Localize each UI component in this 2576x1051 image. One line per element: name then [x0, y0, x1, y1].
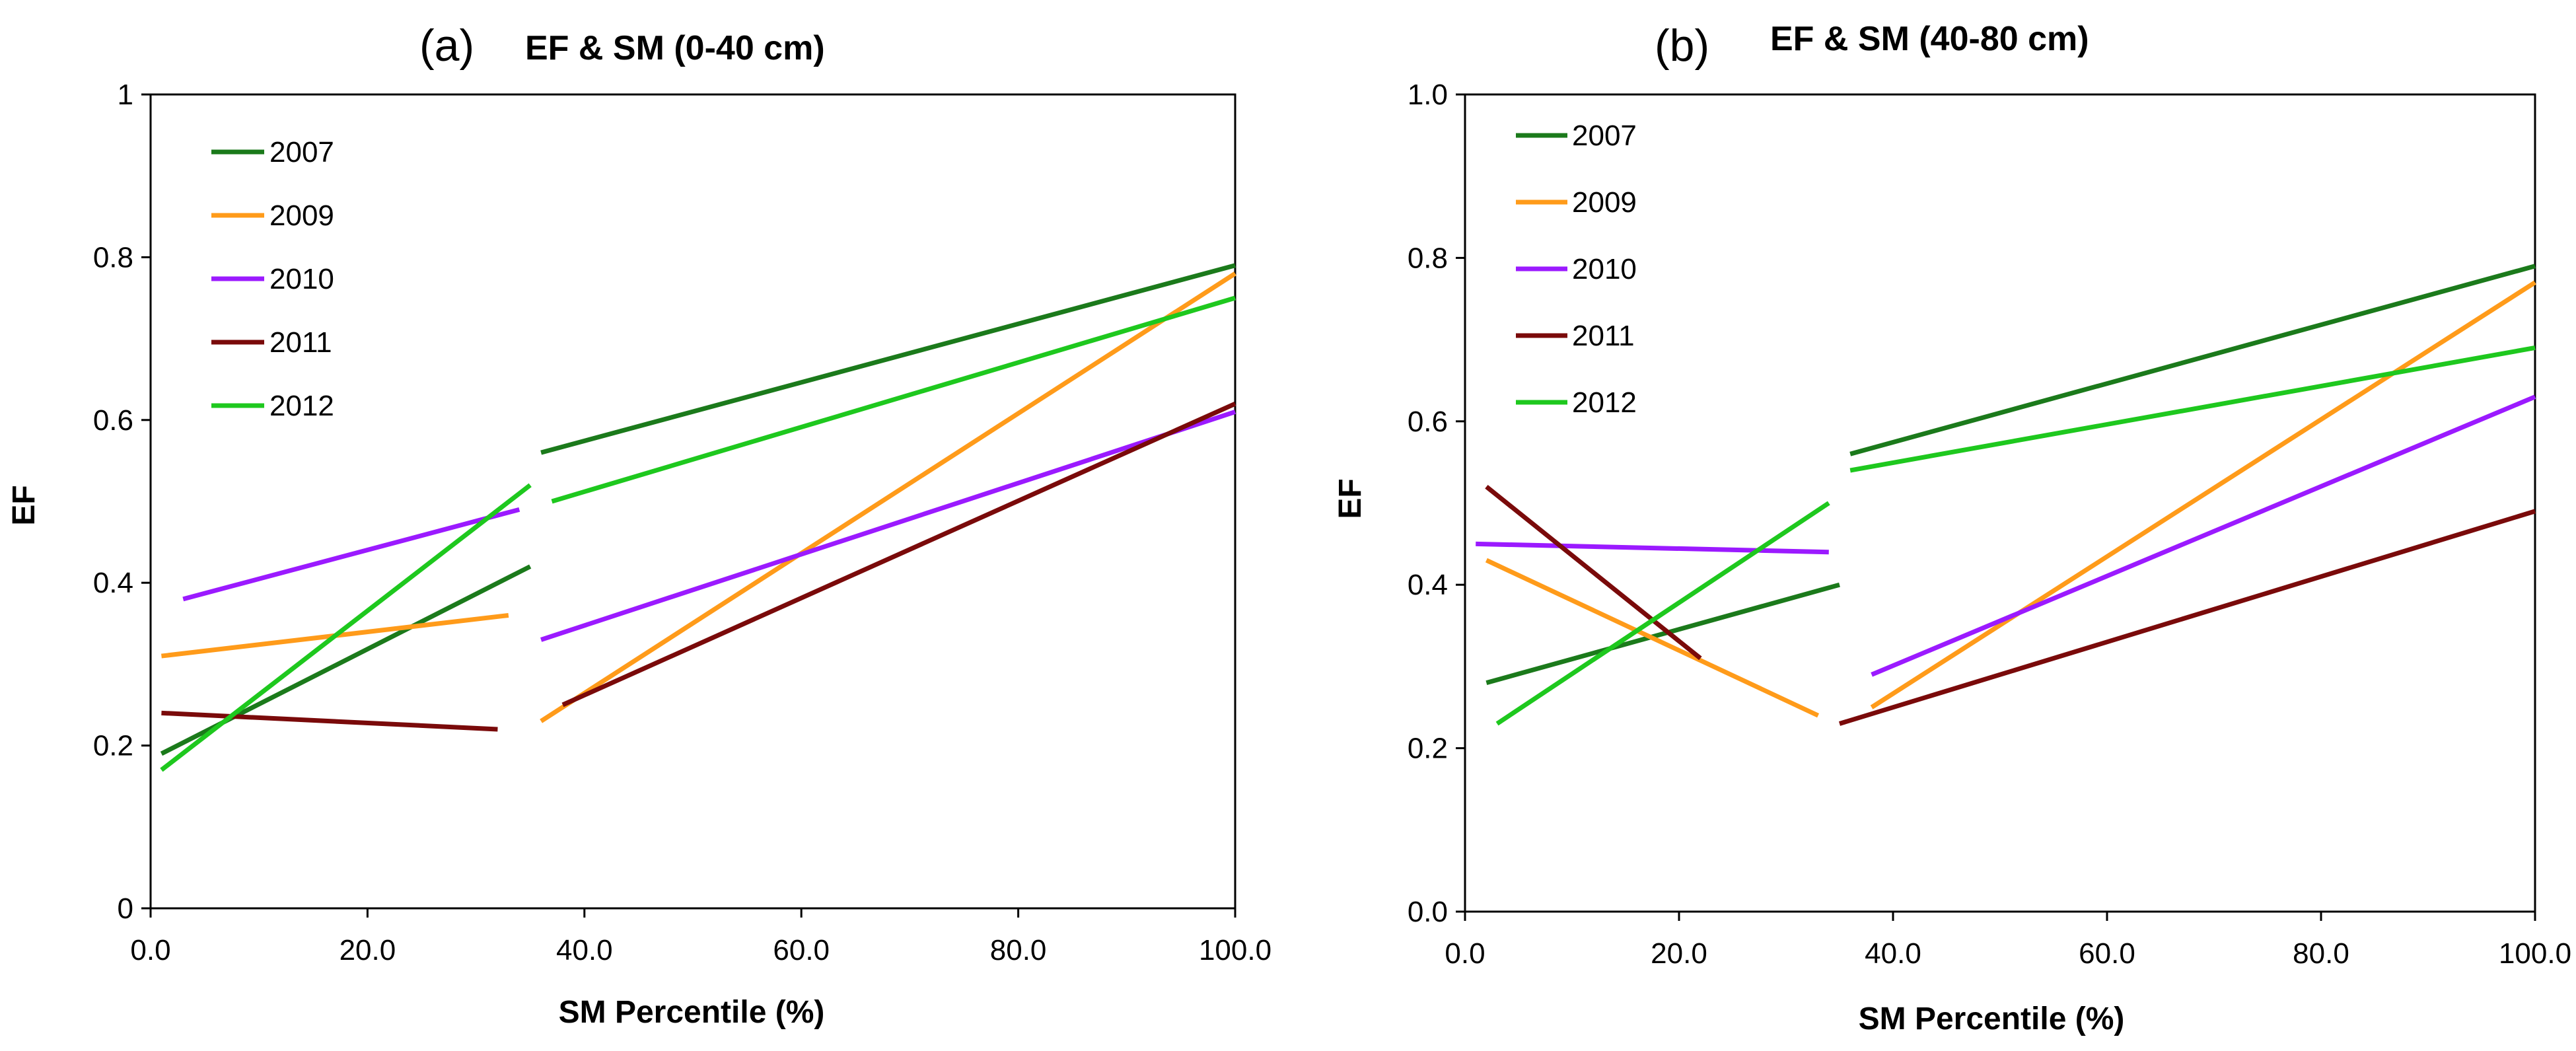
panel-b-y-tick-label: 0.6	[1408, 406, 1448, 438]
panel-a-x-axis-title: SM Percentile (%)	[559, 995, 825, 1030]
panel-b-plot-frame	[1464, 93, 2536, 913]
panel-a-y-axis-title: EF	[7, 485, 42, 525]
panel-b-x-tick-label: 0.0	[1445, 937, 1485, 970]
panel-b-series-2010-line	[1871, 394, 2536, 677]
panel-b-series-2011-line	[1485, 485, 1702, 661]
panel-b-series-2012-line	[1849, 345, 2536, 473]
panel-b: (b) EF & SM (40-80 cm) EF SM Percentile …	[1333, 20, 2571, 1036]
panel-b-x-tick-label: 100.0	[2499, 937, 2571, 970]
panel-a-title: EF & SM (0-40 cm)	[525, 29, 825, 67]
panel-b-series-2011-line	[1838, 509, 2536, 726]
panel-b-y-ticks: 0.0 0.2 0.4 0.6 0.8 1.0	[1408, 79, 1448, 928]
panel-a-series-2012-line	[160, 483, 532, 772]
panel-b-y-tick-label: 0.8	[1408, 242, 1448, 274]
panel-a-legend-label: 2009	[269, 199, 334, 232]
panel-a-series-2010-line	[182, 507, 520, 602]
panel-b-y-tick-label: 0.0	[1408, 896, 1448, 928]
panel-b-series-2012-line	[1495, 501, 1830, 726]
panel-b-title: EF & SM (40-80 cm)	[1770, 20, 2089, 58]
panel-b-x-axis-title: SM Percentile (%)	[1859, 1001, 2125, 1036]
panel-b-x-tick-label: 20.0	[1651, 937, 1707, 970]
panel-a-legend-label: 2011	[269, 326, 332, 359]
panel-a-series-2009-line	[540, 272, 1236, 723]
panel-a-series-2011-line	[161, 710, 498, 732]
panel-b-x-tick-label: 40.0	[1865, 937, 1921, 970]
panel-b-series-2010-line	[1476, 541, 1829, 555]
panel-a-x-tick-label: 60.0	[773, 934, 830, 966]
panel-a-series-2011-line	[561, 401, 1236, 707]
panel-a-x-tick-label: 100.0	[1199, 934, 1271, 966]
panel-b-legend-label: 2007	[1572, 120, 1637, 152]
panel-a-series-2012-line	[551, 295, 1236, 504]
panel-b-y-axis-title: EF	[1333, 478, 1368, 519]
panel-a: (a) EF & SM (0-40 cm) EF SM Percentile (…	[7, 20, 1271, 1030]
panel-a-series-2007-line	[540, 263, 1236, 455]
panel-a-x-ticks: 0.0 20.0 40.0 60.0 80.0 100.0	[130, 934, 1271, 966]
panel-a-y-tick-label: 0	[118, 892, 133, 925]
panel-a-y-tick-label: 0.2	[93, 730, 133, 762]
panel-b-y-tick-label: 1.0	[1408, 79, 1448, 111]
panel-a-y-tick-label: 0.6	[93, 404, 133, 437]
panel-a-y-ticks: 0 0.2 0.4 0.6 0.8 1	[93, 79, 133, 925]
panel-b-x-ticks: 0.0 20.0 40.0 60.0 80.0 100.0	[1445, 937, 2571, 970]
panel-a-legend: 2007 2009 2010 2011 2012	[269, 136, 334, 422]
panel-b-series-2009-line	[1485, 558, 1820, 718]
panel-b-x-tick-label: 60.0	[2079, 937, 2135, 970]
panel-b-x-tick-label: 80.0	[2293, 937, 2349, 970]
panel-b-legend-label: 2011	[1572, 320, 1635, 352]
panel-a-legend-label: 2012	[269, 390, 334, 422]
panel-a-legend-label: 2007	[269, 136, 334, 168]
panel-a-legend-label: 2010	[269, 263, 334, 295]
panel-a-plot-frame	[149, 93, 1236, 910]
panel-a-y-tick-label: 1	[118, 79, 133, 111]
panel-a-x-tick-label: 80.0	[990, 934, 1047, 966]
panel-b-legend: 2007 2009 2010 2011 2012	[1572, 120, 1637, 419]
panel-b-letter: (b)	[1655, 20, 1709, 71]
panel-b-series-2007-line	[1485, 582, 1840, 686]
panel-a-y-tick-label: 0.8	[93, 241, 133, 273]
panel-b-y-tick-label: 0.2	[1408, 733, 1448, 765]
panel-b-legend-label: 2009	[1572, 186, 1637, 219]
panel-a-x-tick-label: 20.0	[340, 934, 396, 966]
panel-b-series-2007-line	[1849, 264, 2536, 456]
panel-b-legend-label: 2012	[1572, 386, 1637, 419]
panel-b-legend-label: 2010	[1572, 253, 1637, 285]
panel-a-letter: (a)	[419, 20, 474, 71]
panel-a-y-tick-label: 0.4	[93, 567, 133, 599]
panel-a-x-tick-label: 40.0	[556, 934, 613, 966]
panel-a-x-tick-label: 0.0	[130, 934, 170, 966]
panel-b-y-tick-label: 0.4	[1408, 569, 1448, 601]
panel-a-series-2010-line	[540, 410, 1236, 642]
panel-b-series-2009-line	[1870, 280, 2536, 709]
